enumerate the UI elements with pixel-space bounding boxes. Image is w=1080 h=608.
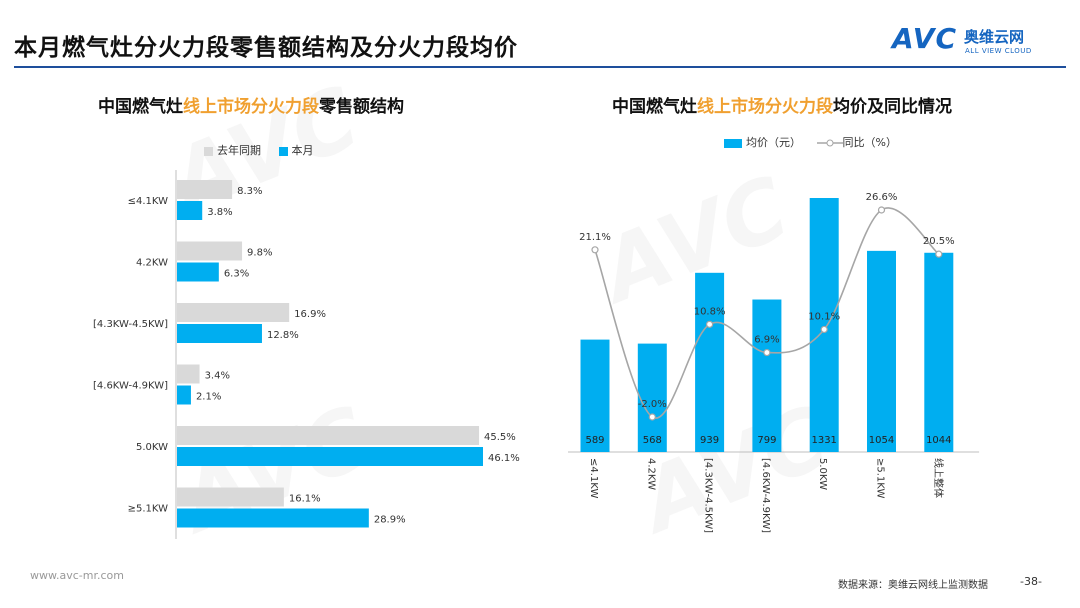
yoy-point <box>820 325 828 334</box>
label-last-year: 9.8% <box>247 248 272 259</box>
header-divider <box>14 66 1066 68</box>
legend-label-price: 均价（元） <box>746 136 801 149</box>
bar-last-year <box>177 180 233 199</box>
bar-last-year <box>177 364 200 384</box>
category-label: [4.6KW-4.9KW] <box>93 381 168 392</box>
bar-value-label: 1331 <box>811 435 836 446</box>
category-label: 4.2KW <box>645 458 656 490</box>
left-chart: 8.3% 3.8% ≤4.1KW 9.8% 6.3% 4.2KW 16.9% 12.8% [4.… <box>93 170 520 539</box>
page-title: 本月燃气灶分火力段零售额结构及分火力段均价 <box>14 35 518 61</box>
bar-current <box>177 385 191 405</box>
right-chart-legend: 均价（元） 同比（%） <box>724 134 897 150</box>
bar-last-year <box>177 426 480 445</box>
category-label: ≤4.1KW <box>588 458 599 498</box>
label-last-year: 3.4% <box>205 371 230 382</box>
yoy-label: -2.0% <box>638 399 667 410</box>
left-chart-legend: 去年同期 本月 <box>204 142 314 158</box>
bar-avg-price <box>695 272 725 452</box>
yoy-point <box>877 206 886 214</box>
logo-wordmark: AVC <box>892 22 957 55</box>
label-last-year: 45.5% <box>484 432 516 443</box>
yoy-point <box>706 320 714 328</box>
legend-swatch-current <box>278 146 288 156</box>
right-chart: 589 ≤4.1KW 568 4.2KW 939 [4.3KW-4.5KW] 799 [4.6… <box>568 192 980 533</box>
yoy-point <box>591 246 599 254</box>
label-current: 2.1% <box>196 392 221 403</box>
category-label: [4.3KW-4.5KW] <box>93 319 168 330</box>
category-label: 线上整体 <box>932 458 945 498</box>
yoy-label: 26.6% <box>866 192 898 203</box>
category-label: [4.6KW-4.9KW] <box>760 458 771 533</box>
category-label: 4.2KW <box>136 258 168 269</box>
logo-chinese-name: 奥维云网 <box>964 28 1025 46</box>
yoy-label: 10.8% <box>694 306 726 317</box>
bar-last-year <box>177 487 284 507</box>
bar-value-label: 799 <box>757 435 776 446</box>
footer-url: www.avc-mr.com <box>30 569 124 582</box>
legend-swatch-price <box>724 138 742 148</box>
bar-current <box>177 324 262 343</box>
bar-current <box>177 447 483 466</box>
bar-avg-price <box>924 252 954 452</box>
category-label: 5.0KW <box>136 442 168 453</box>
category-label: 5.0KW <box>817 458 828 490</box>
bar-avg-price <box>809 198 839 452</box>
bar-value-label: 568 <box>643 435 662 446</box>
legend-label-current: 本月 <box>291 144 314 157</box>
bar-avg-price <box>867 250 896 452</box>
category-label: ≥5.1KW <box>128 504 168 515</box>
yoy-point <box>648 413 656 421</box>
data-source: 数据来源：奥维云网线上监测数据 <box>838 580 988 591</box>
label-current: 3.8% <box>207 207 232 218</box>
legend-label-last-year: 去年同期 <box>217 144 261 157</box>
legend-swatch-last-year <box>204 146 213 156</box>
category-label: [4.3KW-4.5KW] <box>703 458 714 533</box>
yoy-label: 6.9% <box>754 335 779 346</box>
bar-last-year <box>177 303 290 322</box>
bar-value-label: 939 <box>700 435 719 446</box>
bar-current <box>177 508 369 528</box>
label-last-year: 16.1% <box>289 494 321 505</box>
logo-english-name: ALL VIEW CLOUD <box>965 47 1032 55</box>
right-chart-title: 中国燃气灶线上市场分火力段均价及同比情况 <box>612 97 952 117</box>
bar-last-year <box>177 241 243 261</box>
bar-value-label: 1044 <box>926 435 951 446</box>
yoy-point <box>935 250 943 258</box>
bar-value-label: 589 <box>585 435 604 446</box>
yoy-label: 20.5% <box>923 236 955 247</box>
bar-avg-price <box>637 343 667 452</box>
label-last-year: 8.3% <box>237 186 262 197</box>
label-current: 12.8% <box>267 330 299 341</box>
label-current: 46.1% <box>488 453 520 464</box>
legend-swatch-yoy <box>816 139 843 147</box>
bar-current <box>177 201 203 220</box>
yoy-label: 10.1% <box>808 311 840 322</box>
label-current: 6.3% <box>224 269 249 280</box>
yoy-label: 21.1% <box>579 232 611 243</box>
yoy-point <box>763 348 771 357</box>
label-current: 28.9% <box>374 515 406 526</box>
bar-value-label: 1054 <box>869 435 894 446</box>
bar-avg-price <box>580 339 610 452</box>
label-last-year: 16.9% <box>294 309 326 320</box>
bar-current <box>177 262 219 282</box>
page-number: -38- <box>1020 575 1042 588</box>
left-chart-title: 中国燃气灶线上市场分火力段零售额结构 <box>98 97 404 117</box>
bar-avg-price <box>752 299 782 452</box>
category-label: ≤4.1KW <box>128 196 168 207</box>
brand-logo: AVC 奥维云网 ALL VIEW CLOUD <box>892 22 1062 62</box>
legend-label-yoy: 同比（%） <box>842 136 897 149</box>
category-label: ≥5.1KW <box>875 458 886 498</box>
